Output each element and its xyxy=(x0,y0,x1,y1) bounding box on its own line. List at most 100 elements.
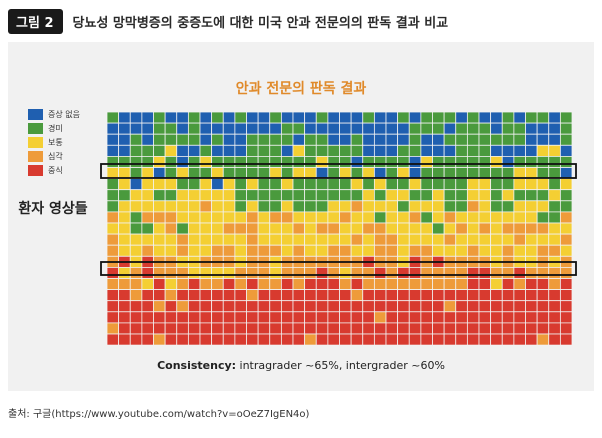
heatmap-cell xyxy=(536,189,550,202)
heatmap-cell xyxy=(164,278,178,291)
heatmap-cell xyxy=(280,155,294,168)
heatmap-cell xyxy=(199,266,213,279)
heatmap-cell xyxy=(350,300,364,313)
heatmap-cell xyxy=(397,278,410,291)
legend-label-none: 증상 없음 xyxy=(48,110,80,119)
heatmap-cell xyxy=(199,333,213,346)
heatmap-cell xyxy=(478,222,492,235)
heatmap-cell xyxy=(304,266,317,279)
heatmap-cell xyxy=(443,211,457,224)
heatmap-cell xyxy=(432,200,445,213)
heatmap-cell xyxy=(339,333,352,346)
heatmap-cell xyxy=(559,133,573,146)
heatmap-cell xyxy=(234,300,247,313)
heatmap-cell xyxy=(385,300,399,313)
heatmap-cell xyxy=(501,322,515,335)
heatmap-cell xyxy=(420,189,433,202)
heatmap-cell xyxy=(536,155,550,168)
heatmap-cell xyxy=(408,189,422,202)
heatmap-cell xyxy=(292,333,306,346)
heatmap-cell xyxy=(420,311,433,324)
heatmap-cell xyxy=(176,233,189,246)
heatmap-cell xyxy=(559,322,573,335)
heatmap-cell xyxy=(362,155,375,168)
heatmap-cell xyxy=(222,266,236,279)
heatmap-cell xyxy=(304,333,317,346)
heatmap-cell xyxy=(315,133,329,146)
heatmap-cell xyxy=(559,244,573,257)
heatmap-cell xyxy=(501,133,515,146)
heatmap-cell xyxy=(443,233,457,246)
heatmap-cell xyxy=(408,167,422,180)
heatmap-cell xyxy=(246,278,259,291)
heatmap-cell xyxy=(466,244,480,257)
heatmap-cell xyxy=(443,178,457,191)
heatmap-cell xyxy=(478,155,492,168)
heatmap-cell xyxy=(525,244,538,257)
heatmap-cell xyxy=(246,167,259,180)
heatmap-cell xyxy=(141,244,154,257)
heatmap-cell xyxy=(153,244,166,257)
heatmap-cell xyxy=(222,233,236,246)
heatmap-cell xyxy=(327,311,340,324)
heatmap-cell xyxy=(397,155,410,168)
heatmap-cell xyxy=(211,266,224,279)
heatmap-cell xyxy=(548,233,561,246)
heatmap-cell xyxy=(106,133,120,146)
heatmap-cell xyxy=(176,200,189,213)
heatmap-cell xyxy=(176,322,189,335)
heatmap-cell xyxy=(153,189,166,202)
heatmap-cell xyxy=(129,333,143,346)
heatmap-cell xyxy=(246,111,259,124)
heatmap-cell xyxy=(153,233,166,246)
heatmap-cell xyxy=(385,333,399,346)
heatmap-cell xyxy=(525,200,538,213)
heatmap-cell xyxy=(373,200,387,213)
heatmap-cell xyxy=(211,278,224,291)
heatmap-cell xyxy=(525,155,538,168)
heatmap-cell xyxy=(292,266,306,279)
heatmap-cell xyxy=(176,155,189,168)
heatmap-cell xyxy=(153,278,166,291)
heatmap-cell xyxy=(513,289,526,302)
heatmap-cell xyxy=(257,311,271,324)
heatmap-cell xyxy=(118,211,131,224)
heatmap-cell xyxy=(339,311,352,324)
heatmap-cell xyxy=(373,289,387,302)
heatmap-cell xyxy=(304,189,317,202)
heatmap-cell xyxy=(280,178,294,191)
heatmap-cell xyxy=(490,333,503,346)
heatmap-cell xyxy=(432,244,445,257)
legend-swatch-mild xyxy=(28,123,43,134)
heatmap-cell xyxy=(373,233,387,246)
legend-item-none: 증상 없음 xyxy=(28,108,80,121)
heatmap-cell xyxy=(548,333,561,346)
heatmap-cell xyxy=(373,189,387,202)
heatmap-cell xyxy=(385,144,399,157)
heatmap-cell xyxy=(490,311,503,324)
heatmap-cell xyxy=(327,200,340,213)
heatmap-cell xyxy=(211,300,224,313)
heatmap-cell xyxy=(222,133,236,146)
heatmap-cell xyxy=(466,278,480,291)
heatmap-cell xyxy=(559,311,573,324)
heatmap-cell xyxy=(432,211,445,224)
heatmap-cell xyxy=(362,189,375,202)
heatmap-cell xyxy=(187,122,201,135)
heatmap-cell xyxy=(478,244,492,257)
heatmap-cell xyxy=(234,200,247,213)
heatmap-cell xyxy=(246,144,259,157)
heatmap-cell xyxy=(385,200,399,213)
legend-swatch-moderate xyxy=(28,137,43,148)
heatmap-cell xyxy=(327,266,340,279)
heatmap-cell xyxy=(234,311,247,324)
heatmap-cell xyxy=(443,311,457,324)
heatmap-cell xyxy=(304,233,317,246)
heatmap-cell xyxy=(199,122,213,135)
heatmap-cell xyxy=(176,311,189,324)
heatmap-cell xyxy=(211,233,224,246)
heatmap-cell xyxy=(490,133,503,146)
heatmap-cell xyxy=(315,222,329,235)
heatmap-cell xyxy=(478,200,492,213)
heatmap-cell xyxy=(222,211,236,224)
